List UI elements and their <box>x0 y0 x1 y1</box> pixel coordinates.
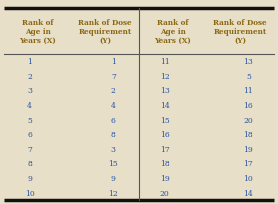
Text: 8: 8 <box>27 160 32 168</box>
Text: 7: 7 <box>111 73 116 81</box>
Text: 12: 12 <box>160 73 170 81</box>
Text: 13: 13 <box>244 58 253 66</box>
Text: 10: 10 <box>244 174 253 182</box>
Text: Rank of
Age in
Years (X): Rank of Age in Years (X) <box>19 19 56 45</box>
Text: 1: 1 <box>27 58 32 66</box>
Text: 12: 12 <box>108 189 118 197</box>
Text: 18: 18 <box>160 160 170 168</box>
Text: Rank of Dose
Requirement
(Y): Rank of Dose Requirement (Y) <box>214 19 267 45</box>
Text: 11: 11 <box>244 87 253 95</box>
Text: 8: 8 <box>111 131 116 139</box>
Text: 1: 1 <box>111 58 116 66</box>
Text: Rank of Dose
Requirement
(Y): Rank of Dose Requirement (Y) <box>78 19 132 45</box>
Text: Rank of
Age in
Years (X): Rank of Age in Years (X) <box>154 19 191 45</box>
Text: 3: 3 <box>27 87 32 95</box>
Text: 15: 15 <box>108 160 118 168</box>
Text: 9: 9 <box>111 174 116 182</box>
Text: 17: 17 <box>160 145 170 153</box>
Text: 17: 17 <box>244 160 253 168</box>
Text: 20: 20 <box>160 189 170 197</box>
Text: 6: 6 <box>27 131 32 139</box>
Text: 16: 16 <box>244 102 253 110</box>
Text: 19: 19 <box>160 174 170 182</box>
Text: 16: 16 <box>160 131 170 139</box>
Text: 14: 14 <box>160 102 170 110</box>
Text: 7: 7 <box>27 145 32 153</box>
Text: 2: 2 <box>111 87 116 95</box>
Text: 6: 6 <box>111 116 116 124</box>
Text: 3: 3 <box>111 145 116 153</box>
Text: 2: 2 <box>27 73 32 81</box>
Text: 15: 15 <box>160 116 170 124</box>
Text: 13: 13 <box>160 87 170 95</box>
Text: 9: 9 <box>27 174 32 182</box>
Text: 11: 11 <box>160 58 170 66</box>
Text: 10: 10 <box>25 189 34 197</box>
Text: 4: 4 <box>27 102 32 110</box>
Text: 4: 4 <box>111 102 116 110</box>
Text: 19: 19 <box>244 145 253 153</box>
Text: 14: 14 <box>244 189 253 197</box>
Text: 5: 5 <box>246 73 251 81</box>
Text: 5: 5 <box>27 116 32 124</box>
Text: 18: 18 <box>244 131 253 139</box>
Text: 20: 20 <box>244 116 253 124</box>
